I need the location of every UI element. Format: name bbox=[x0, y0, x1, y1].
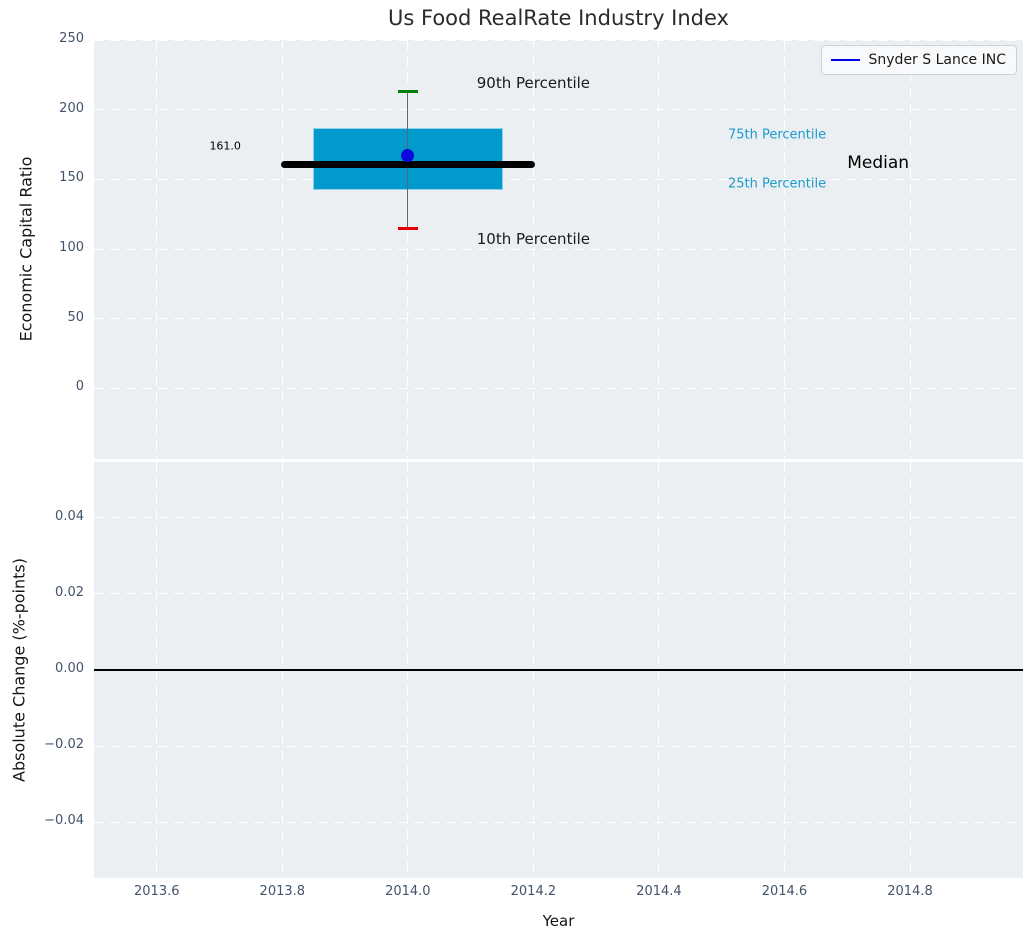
ytick-label: 0.02 bbox=[55, 584, 84, 600]
gridline-horizontal bbox=[94, 178, 1023, 180]
annotation: 10th Percentile bbox=[476, 230, 591, 249]
cap-90th-percentile bbox=[397, 90, 418, 94]
legend-line-icon bbox=[830, 59, 860, 61]
annotation: 161.0 bbox=[209, 139, 241, 153]
ytick-label: 100 bbox=[59, 240, 84, 255]
ytick-label: 0.04 bbox=[55, 508, 84, 524]
gridline-horizontal bbox=[94, 593, 1023, 595]
gridline-horizontal bbox=[94, 821, 1023, 823]
gridline-horizontal bbox=[94, 517, 1023, 519]
ytick-label: −0.02 bbox=[44, 737, 84, 753]
gridline-vertical bbox=[281, 40, 283, 459]
annotation: 90th Percentile bbox=[476, 74, 591, 93]
annotation: Median bbox=[847, 153, 910, 174]
ytick-label: −0.04 bbox=[44, 813, 84, 829]
ytick-label: 0.00 bbox=[55, 661, 84, 676]
xtick-label: 2013.8 bbox=[259, 884, 306, 899]
xtick-label: 2013.6 bbox=[134, 884, 180, 899]
ytick-label: 250 bbox=[59, 31, 84, 46]
company-dot bbox=[401, 149, 415, 163]
axes-absolute-change bbox=[94, 462, 1023, 878]
gridline-horizontal bbox=[94, 318, 1023, 320]
gridline-horizontal bbox=[94, 248, 1023, 250]
median-line bbox=[280, 160, 535, 168]
legend-label: Snyder S Lance INC bbox=[868, 52, 1006, 68]
xlabel-year: Year bbox=[542, 912, 575, 930]
cap-10th-percentile bbox=[397, 226, 418, 230]
gridline-horizontal bbox=[94, 39, 1023, 41]
xtick-label: 2014.2 bbox=[510, 884, 557, 899]
axes-economic-capital-ratio: Snyder S Lance INC 90th Percentile 10th P… bbox=[94, 39, 1023, 459]
xtick-label: 2014.4 bbox=[636, 884, 682, 899]
legend: Snyder S Lance INC bbox=[820, 45, 1017, 75]
gridline-vertical bbox=[658, 40, 660, 459]
chart-title: Us Food RealRate Industry Index bbox=[388, 6, 729, 30]
annotation: 25th Percentile bbox=[727, 176, 827, 192]
ytick-label: 200 bbox=[59, 100, 84, 116]
xtick-label: 2014.8 bbox=[887, 884, 933, 899]
ytick-label: 50 bbox=[67, 309, 84, 325]
annotation: 75th Percentile bbox=[727, 127, 827, 143]
zero-line bbox=[94, 669, 1023, 671]
gridline-horizontal bbox=[94, 745, 1023, 747]
gridline-vertical bbox=[783, 40, 785, 459]
ytick-label: 150 bbox=[59, 170, 84, 186]
gridline-horizontal bbox=[94, 387, 1023, 389]
gridline-vertical bbox=[532, 40, 534, 459]
xtick-label: 2014.6 bbox=[761, 884, 808, 899]
gridline-vertical bbox=[909, 40, 911, 459]
gridline-vertical bbox=[156, 40, 158, 459]
xtick-label: 2014.0 bbox=[385, 884, 431, 899]
ytick-label: 0 bbox=[75, 379, 84, 395]
gridline-vertical bbox=[407, 40, 409, 459]
gridline-horizontal bbox=[94, 109, 1023, 111]
